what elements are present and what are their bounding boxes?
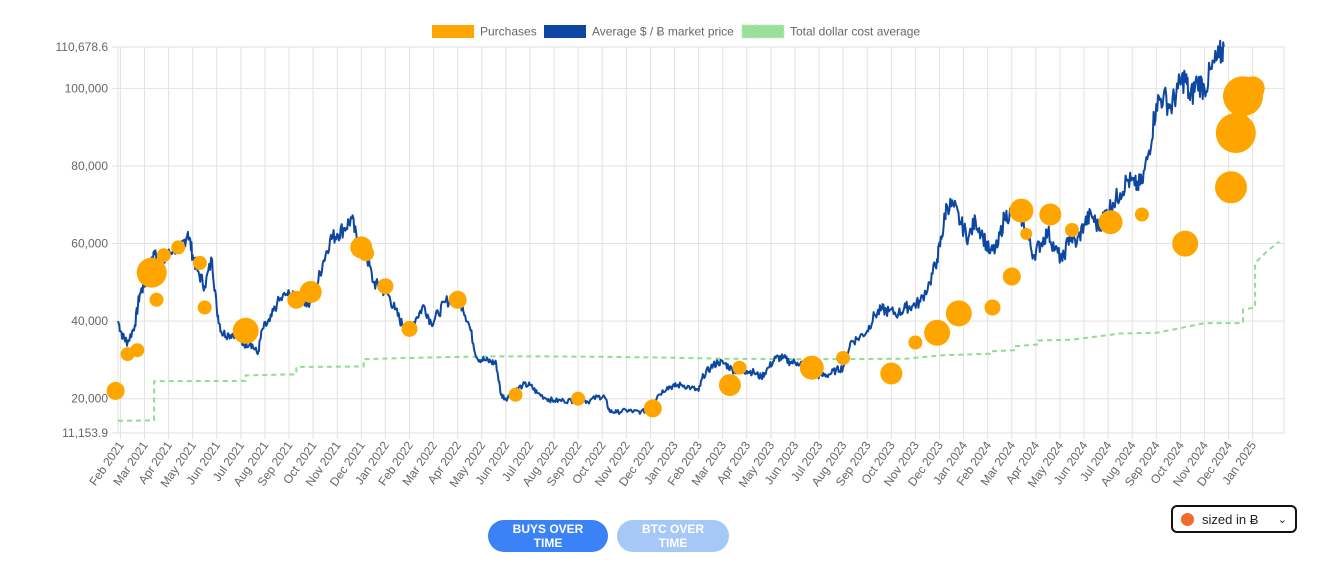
purchase-point[interactable]: [1039, 203, 1062, 226]
purchase-point[interactable]: [232, 317, 259, 344]
purchase-point[interactable]: [106, 381, 125, 400]
legend-label: Total dollar cost average: [790, 25, 920, 39]
purchase-point[interactable]: [1002, 267, 1021, 286]
purchase-point[interactable]: [401, 320, 418, 337]
purchase-point[interactable]: [1240, 76, 1265, 101]
purchase-point[interactable]: [130, 343, 145, 358]
legend-swatch: [741, 24, 785, 39]
btc-over-time-button[interactable]: BTC OVER TIME: [617, 520, 729, 552]
legend-item[interactable]: Average $ / Ƀ market price: [544, 25, 734, 39]
legend-label: Average $ / Ƀ market price: [592, 25, 734, 39]
purchase-point[interactable]: [448, 290, 467, 309]
purchase-point[interactable]: [1098, 210, 1123, 235]
purchase-point[interactable]: [508, 387, 523, 402]
buys-over-time-button[interactable]: BUYS OVER TIME: [488, 520, 608, 552]
legend-swatch: [544, 25, 586, 38]
legend[interactable]: Purchases Average $ / Ƀ market price Total…: [432, 24, 920, 39]
purchase-point[interactable]: [643, 399, 662, 418]
purchase-point[interactable]: [149, 292, 164, 307]
y-tick-label: 11,153.9: [62, 426, 108, 440]
y-tick-label: 20,000: [71, 392, 108, 406]
purchase-point[interactable]: [799, 355, 824, 380]
purchase-point[interactable]: [984, 299, 1001, 316]
y-tick-label: 80,000: [71, 159, 108, 173]
purchase-point[interactable]: [136, 257, 167, 288]
purchase-point[interactable]: [192, 255, 207, 270]
purchase-point[interactable]: [1215, 171, 1247, 204]
grid: [112, 46, 1285, 439]
legend-swatch: [432, 25, 474, 38]
purchase-point[interactable]: [924, 319, 951, 346]
dca-series: [117, 240, 1280, 422]
purchase-point[interactable]: [1020, 227, 1033, 240]
size-mode-select[interactable]: sized in Ƀ ⌄: [1171, 505, 1297, 533]
legend-item[interactable]: Purchases: [432, 25, 537, 39]
purchase-point[interactable]: [945, 300, 972, 327]
purchase-point[interactable]: [197, 300, 212, 315]
market-price-line: [117, 39, 1225, 415]
y-axis: 110,678.6 100,000 80,000 60,000 40,000 20,000…: [56, 40, 109, 440]
purchase-point[interactable]: [358, 245, 375, 262]
size-mode-label: sized in Ƀ: [1202, 511, 1259, 527]
purchase-point[interactable]: [171, 240, 186, 255]
purchase-point[interactable]: [1134, 207, 1149, 222]
y-tick-label: 110,678.6: [56, 40, 109, 54]
purchase-point[interactable]: [1009, 198, 1034, 223]
purchases-series[interactable]: [106, 76, 1265, 418]
purchase-point[interactable]: [1065, 223, 1079, 237]
purchase-point[interactable]: [1215, 113, 1256, 153]
purchase-point[interactable]: [156, 248, 171, 263]
chevron-down-icon: ⌄: [1277, 513, 1287, 526]
dca-line: [117, 240, 1280, 422]
purchase-point[interactable]: [732, 360, 747, 375]
purchase-point[interactable]: [377, 278, 394, 295]
chart: Purchases Average $ / Ƀ market price Total…: [56, 24, 1285, 490]
purchase-point[interactable]: [299, 281, 322, 303]
purchase-point[interactable]: [908, 335, 923, 350]
market-price-series: [117, 39, 1225, 415]
y-tick-label: 60,000: [71, 237, 108, 251]
purchase-point[interactable]: [1172, 230, 1199, 257]
size-dot-icon: [1181, 512, 1194, 526]
purchase-point[interactable]: [836, 351, 851, 365]
purchase-point[interactable]: [571, 391, 586, 406]
y-tick-label: 100,000: [65, 81, 109, 95]
y-tick-label: 40,000: [71, 314, 108, 328]
legend-item[interactable]: Total dollar cost average: [741, 24, 920, 39]
purchase-point[interactable]: [880, 362, 903, 385]
legend-label: Purchases: [480, 25, 537, 39]
purchase-point[interactable]: [718, 374, 741, 397]
